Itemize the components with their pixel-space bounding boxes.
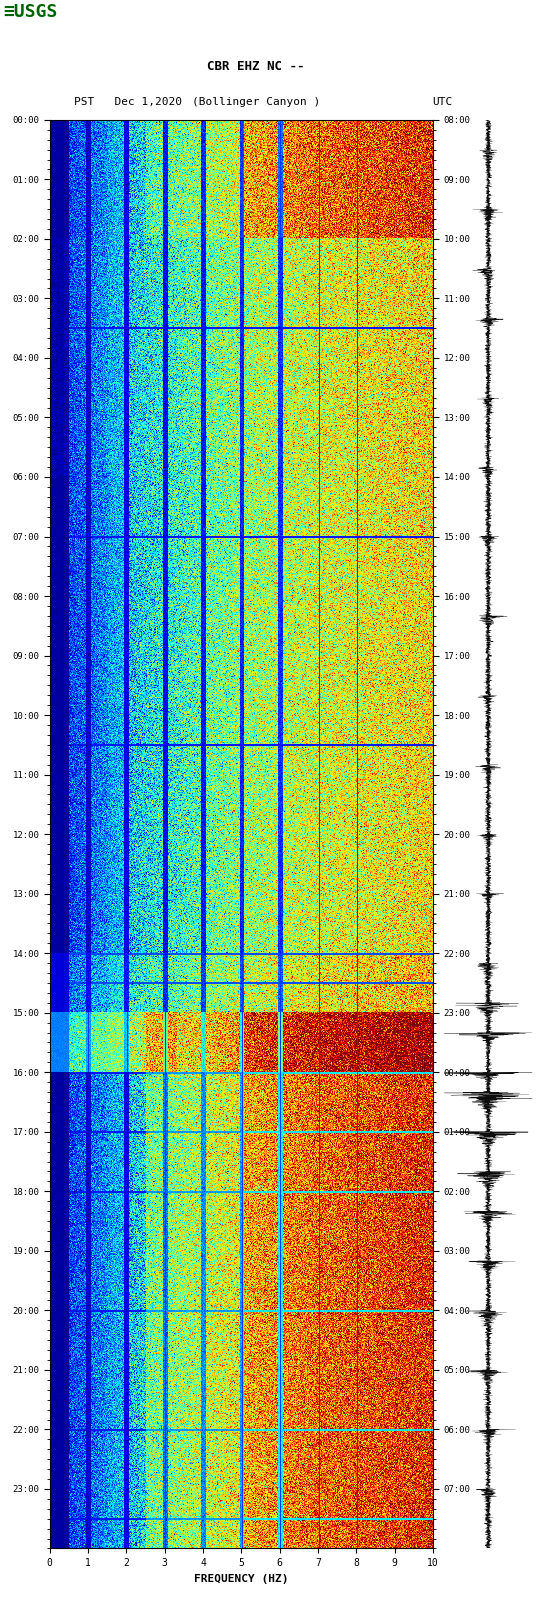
Text: CBR EHZ NC --: CBR EHZ NC --	[207, 60, 305, 73]
Text: UTC: UTC	[433, 97, 453, 106]
Text: ≡USGS: ≡USGS	[3, 3, 57, 21]
Text: (Bollinger Canyon ): (Bollinger Canyon )	[192, 97, 320, 106]
Text: PST   Dec 1,2020: PST Dec 1,2020	[74, 97, 182, 106]
X-axis label: FREQUENCY (HZ): FREQUENCY (HZ)	[194, 1574, 289, 1584]
